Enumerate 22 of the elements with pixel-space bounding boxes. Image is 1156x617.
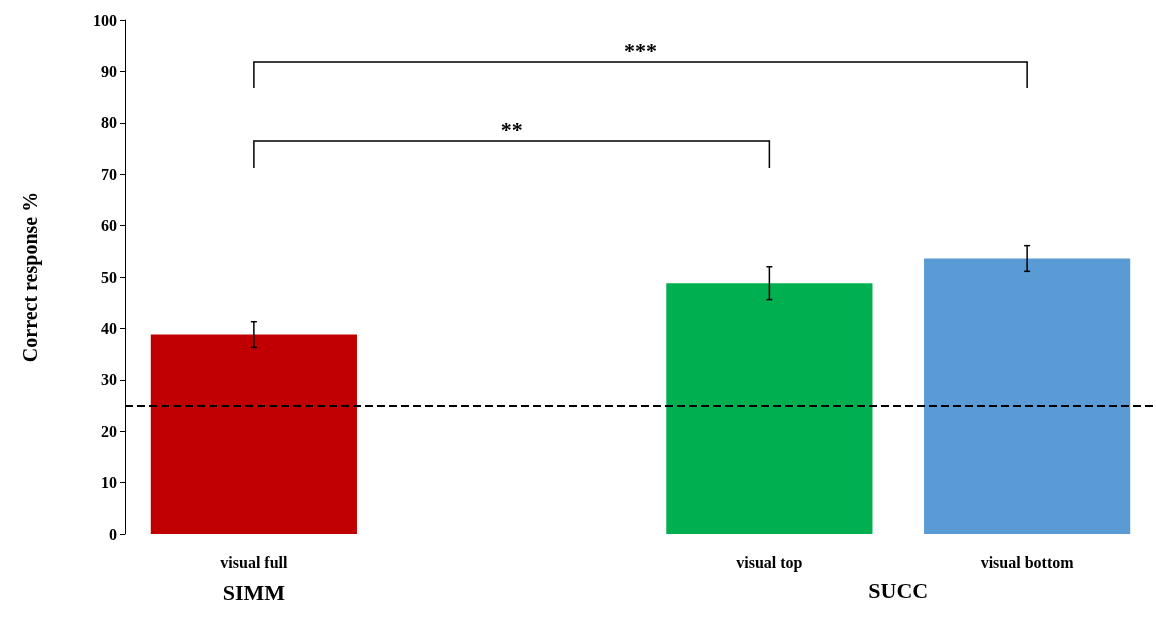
text: SIMM — [222, 580, 286, 606]
y-tick-label: 50 — [101, 268, 117, 286]
y-tick-label: 20 — [101, 422, 117, 440]
y-tick-label: 40 — [101, 319, 117, 337]
bar — [924, 258, 1131, 534]
y-tick-label: 70 — [101, 165, 117, 183]
annotation: ** — [500, 117, 523, 143]
y-tick-label: 100 — [93, 11, 117, 29]
y-tick-label: 10 — [101, 474, 117, 492]
y-tick-label: 60 — [101, 217, 117, 235]
x-tick-label: visual bottom — [980, 553, 1075, 571]
y-tick-label: 80 — [101, 114, 117, 132]
annotation: *** — [624, 38, 657, 64]
text: SUCC — [868, 578, 929, 604]
x-tick-label: visual top — [736, 553, 803, 572]
bar — [150, 334, 357, 534]
y-tick-label: 30 — [101, 371, 117, 389]
y-tick-label: 0 — [109, 525, 117, 543]
x-tick-label: visual full — [220, 553, 288, 571]
y-tick-label: 90 — [101, 62, 117, 80]
y-axis-title: Correct response % — [19, 191, 42, 363]
bar — [666, 283, 873, 534]
